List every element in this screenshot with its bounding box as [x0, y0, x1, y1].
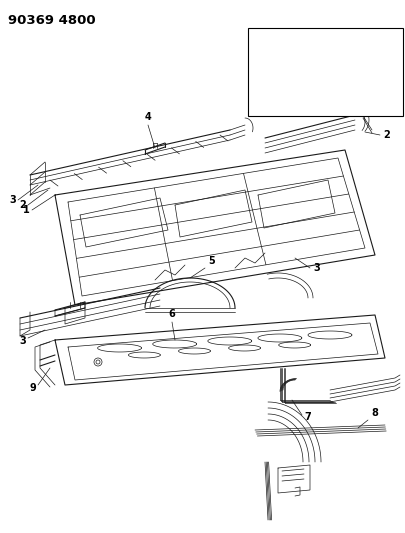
Text: 7: 7 — [303, 412, 310, 422]
Text: 4: 4 — [144, 112, 151, 122]
Text: 5: 5 — [207, 256, 214, 266]
Text: 1: 1 — [23, 205, 30, 215]
Text: 2: 2 — [382, 130, 389, 140]
Text: 9: 9 — [29, 383, 36, 393]
Bar — [247, 28, 402, 116]
Text: 2: 2 — [19, 200, 26, 210]
Text: 3: 3 — [9, 195, 16, 205]
Text: 3: 3 — [312, 263, 319, 273]
Text: 3: 3 — [19, 336, 26, 346]
Text: 1: 1 — [391, 80, 398, 90]
Text: 90369 4800: 90369 4800 — [8, 14, 96, 27]
Text: 6: 6 — [168, 309, 175, 319]
Text: 8: 8 — [370, 408, 377, 418]
